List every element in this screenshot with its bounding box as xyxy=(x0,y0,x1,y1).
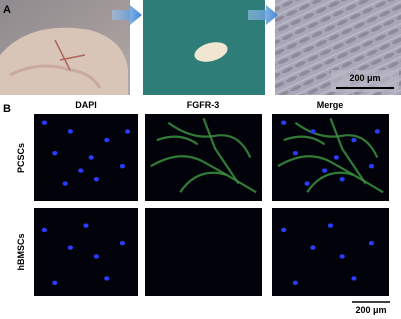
nucleus xyxy=(339,177,345,182)
nucleus xyxy=(104,137,110,143)
fiber xyxy=(277,155,384,194)
micrograph xyxy=(272,114,389,201)
nucleus xyxy=(67,129,73,134)
arrow xyxy=(248,5,278,25)
nucleus xyxy=(104,276,110,281)
nucleus xyxy=(93,254,99,259)
fiber xyxy=(306,171,355,193)
nucleus xyxy=(52,150,58,156)
nucleus xyxy=(41,227,48,233)
nucleus xyxy=(93,177,99,182)
nucleus xyxy=(333,155,339,160)
panel-label: A xyxy=(3,4,11,16)
nucleus xyxy=(304,181,310,186)
panel-a: A 200 μm xyxy=(0,0,401,95)
column-header: Merge xyxy=(317,100,344,110)
nucleus xyxy=(119,164,125,169)
nucleus xyxy=(368,164,375,169)
fiber xyxy=(283,135,326,146)
nucleus xyxy=(125,129,131,134)
row-label: hBMSCs xyxy=(16,233,26,270)
fiber xyxy=(294,121,379,158)
fiber xyxy=(150,155,257,194)
nucleus xyxy=(310,245,316,250)
micrograph xyxy=(145,208,262,296)
panel-b: B DAPI FGFR-3 Merge PCSCs hBMSCs 200 μm xyxy=(3,100,390,315)
column-header: DAPI xyxy=(75,100,97,110)
nucleus xyxy=(41,120,48,125)
micrograph xyxy=(272,208,389,296)
nucleus xyxy=(88,155,94,160)
nucleus xyxy=(368,241,375,246)
nucleus xyxy=(78,168,84,173)
fiber xyxy=(329,117,367,185)
nucleus xyxy=(310,129,316,134)
nucleus xyxy=(327,223,334,228)
micrograph xyxy=(34,208,138,296)
scale-bar-label: 200 μm xyxy=(349,73,380,83)
nucleus xyxy=(374,129,380,134)
micrograph xyxy=(145,114,262,201)
hand xyxy=(0,27,128,95)
fiber xyxy=(202,117,240,185)
nucleus xyxy=(281,120,287,125)
nucleus xyxy=(119,241,125,246)
nucleus xyxy=(351,276,357,281)
panel-label: B xyxy=(3,103,11,115)
nucleus xyxy=(281,227,287,233)
scale-bar-label: 200 μm xyxy=(355,305,386,315)
column-header: FGFR-3 xyxy=(187,100,220,110)
fiber xyxy=(156,135,199,146)
nucleus xyxy=(83,223,89,228)
nucleus xyxy=(62,181,68,186)
micrograph xyxy=(34,114,138,201)
nucleus xyxy=(292,150,298,156)
nucleus xyxy=(339,254,345,259)
nucleus xyxy=(351,137,357,143)
fiber xyxy=(167,121,252,158)
nucleus xyxy=(292,280,298,285)
fiber xyxy=(179,171,228,193)
nucleus xyxy=(52,280,58,285)
row-label: PCSCs xyxy=(16,143,26,173)
nucleus xyxy=(67,245,73,250)
nucleus xyxy=(322,168,328,173)
arrow xyxy=(112,5,142,25)
